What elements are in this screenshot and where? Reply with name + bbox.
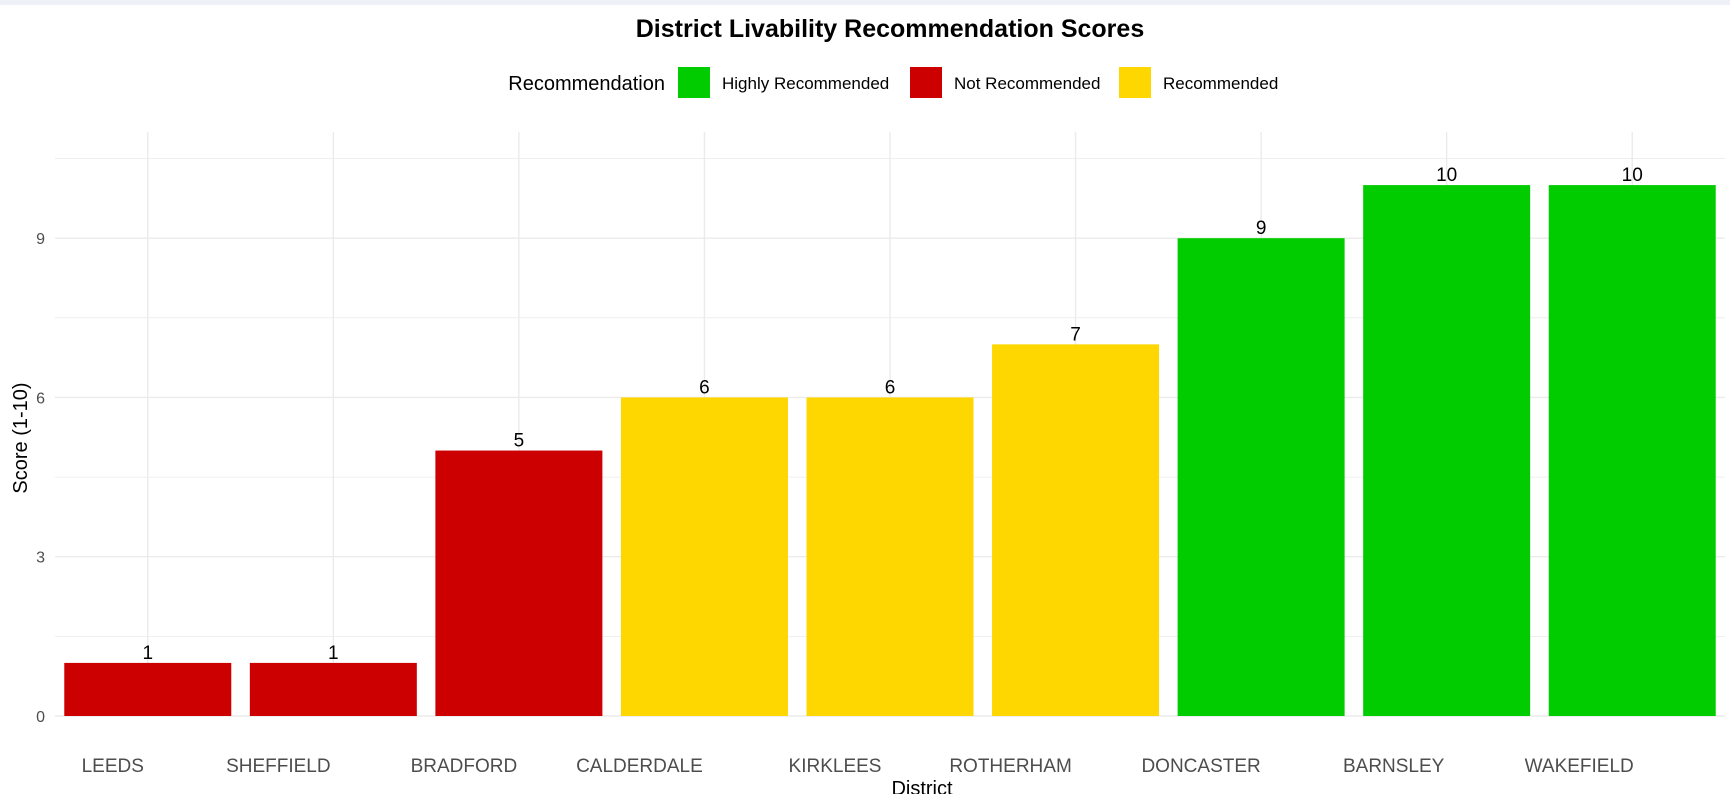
legend: Recommendation Highly Recommended Not Rec… [508,67,1278,98]
legend-label: Recommended [1163,74,1278,93]
legend-label: Not Recommended [954,74,1100,93]
x-tick-label: LEEDS [82,756,144,777]
bar-doncaster [1177,238,1345,716]
bar-calderdale [620,397,788,716]
y-tick-label: 3 [36,550,45,567]
x-tick-label: BRADFORD [411,756,518,777]
x-axis-title: District [891,778,953,794]
legend-key-0 [678,67,710,98]
bar-kirklees [806,397,974,716]
x-tick-label: DONCASTER [1141,756,1260,777]
x-tick-label: ROTHERHAM [949,756,1071,777]
data-label-rotherham: 7 [1070,324,1081,345]
data-label-leeds: 1 [142,643,153,664]
data-label-sheffield: 1 [328,643,339,664]
data-label-calderdale: 6 [699,377,710,398]
bars: 1 1 5 6 6 7 9 10 10 [64,165,1716,716]
legend-key-1 [910,67,942,98]
y-tick-label: 9 [36,231,45,248]
x-tick-label: KIRKLEES [789,756,882,777]
y-tick-label: 0 [36,709,45,726]
y-axis-ticks: 0 3 6 9 [36,231,45,726]
x-tick-label: CALDERDALE [576,756,703,777]
bar-leeds [64,662,232,716]
x-tick-label: BARNSLEY [1343,756,1445,777]
data-label-barnsley: 10 [1436,165,1457,186]
y-axis-title: Score (1-10) [10,382,32,493]
x-tick-label: SHEFFIELD [226,756,331,777]
legend-key-2 [1119,67,1151,98]
bar-wakefield [1548,185,1716,716]
bar-bradford [435,450,603,716]
y-tick-label: 6 [36,390,45,407]
bar-barnsley [1363,185,1531,716]
data-label-kirklees: 6 [885,377,896,398]
top-strip [0,0,1730,5]
data-label-wakefield: 10 [1622,165,1643,186]
x-tick-label: WAKEFIELD [1525,756,1634,777]
bar-sheffield [249,662,417,716]
data-label-doncaster: 9 [1256,218,1267,239]
bar-rotherham [992,344,1160,716]
data-label-bradford: 5 [514,431,525,452]
legend-title: Recommendation [508,73,665,95]
legend-label: Highly Recommended [722,74,889,93]
x-axis-ticks: LEEDS SHEFFIELD BRADFORD CALDERDALE KIRKLEES… [82,756,1634,777]
chart-title: District Livability Recommendation Score… [636,15,1144,43]
